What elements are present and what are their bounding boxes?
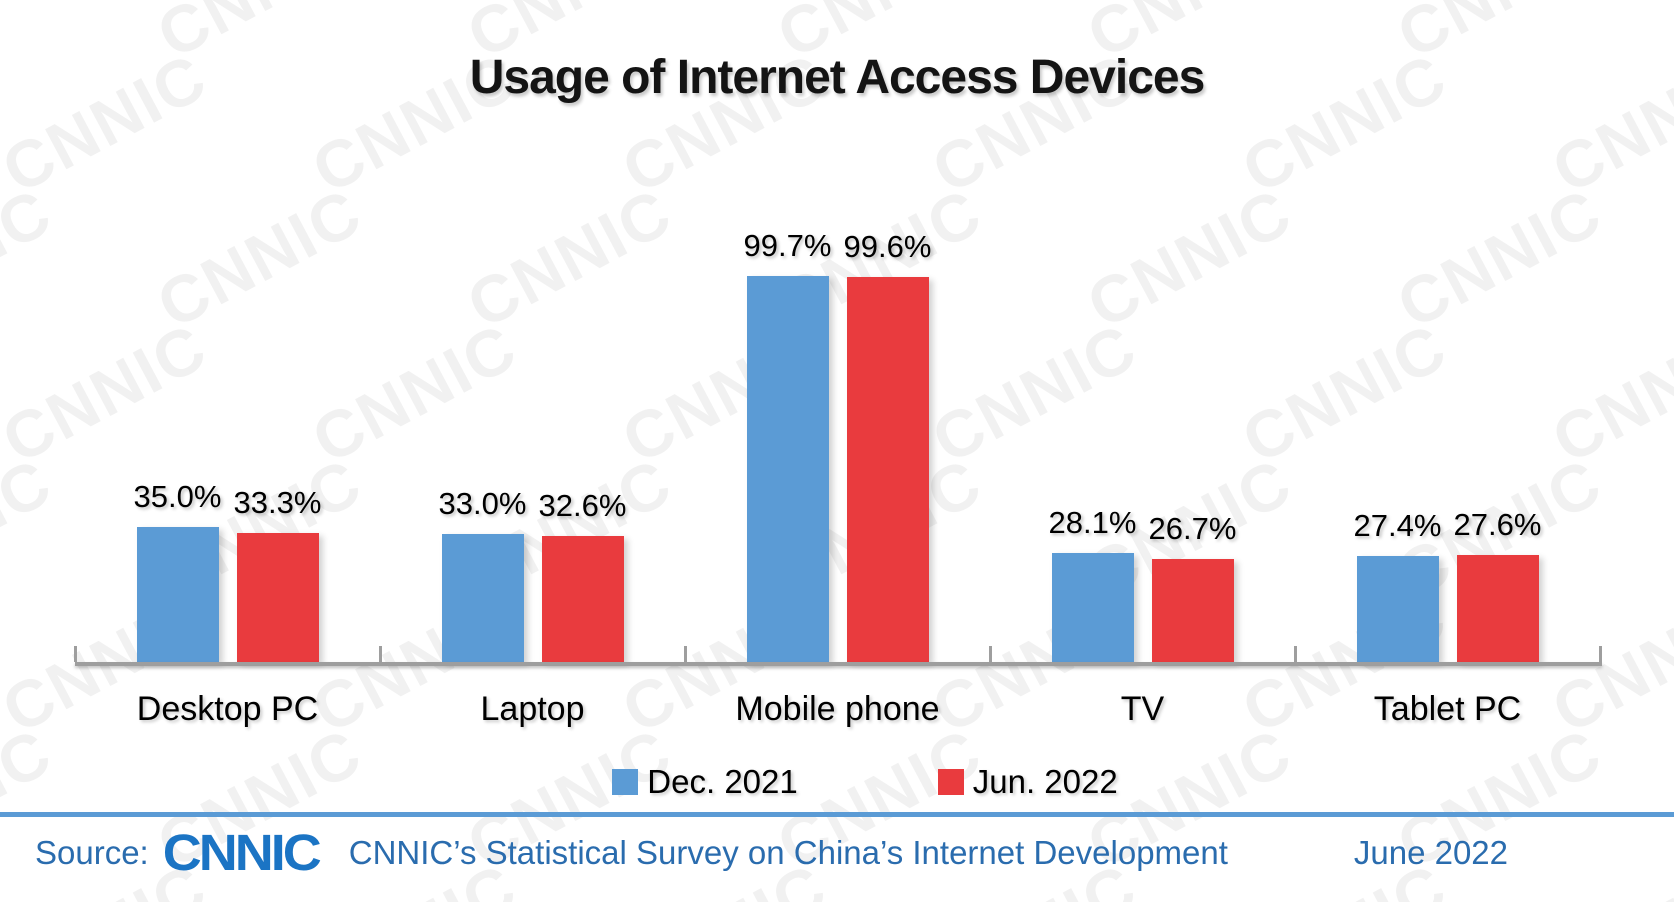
value-label-jun-2022-laptop: 32.6% — [538, 488, 627, 523]
bar-dec-2021-mobile-phone — [746, 276, 829, 662]
axis-tick — [379, 646, 382, 662]
footer: Source: CNNIC CNNIC’s Statistical Survey… — [0, 818, 1674, 888]
value-label-dec-2021-desktop-pc: 35.0% — [133, 479, 222, 514]
category-label-laptop: Laptop — [480, 690, 585, 728]
value-label-dec-2021-mobile-phone: 99.7% — [743, 228, 832, 263]
category-group-laptop: 33.0% 32.6% — [380, 275, 685, 662]
value-label-dec-2021-tablet-pc: 27.4% — [1353, 508, 1442, 543]
cnnic-logo: CNNIC — [162, 824, 322, 882]
cnnic-watermark: CNNIC — [0, 173, 64, 343]
bar-jun-2022-tv — [1151, 559, 1234, 662]
value-label-jun-2022-tv: 26.7% — [1148, 511, 1237, 546]
axis-tick — [74, 646, 77, 662]
x-axis-line — [75, 662, 1602, 666]
bar-jun-2022-tablet-pc — [1456, 555, 1539, 662]
x-axis-category-labels: Desktop PC Laptop Mobile phone TV Tablet PC — [75, 690, 1600, 736]
value-label-jun-2022-mobile-phone: 99.6% — [843, 229, 932, 264]
category-group-tv: 28.1% 26.7% — [990, 275, 1295, 662]
bar-chart-plot-area: 35.0% 33.3% 33.0% 32.6% 99.7% 99.6% 28.1% 26.7%… — [75, 228, 1600, 662]
value-label-dec-2021-laptop: 33.0% — [438, 486, 527, 521]
bar-dec-2021-desktop-pc — [136, 527, 219, 662]
footer-date: June 2022 — [1353, 834, 1508, 871]
chart-title: Usage of Internet Access Devices — [469, 51, 1206, 104]
axis-tick — [684, 646, 687, 662]
footer-divider — [0, 812, 1674, 817]
category-label-mobile-phone: Mobile phone — [735, 690, 940, 728]
bar-dec-2021-laptop — [441, 534, 524, 662]
bar-jun-2022-laptop — [541, 536, 624, 662]
category-group-tablet-pc: 27.4% 27.6% — [1295, 275, 1600, 662]
cnnic-watermark: CNNIC — [0, 443, 64, 613]
category-label-desktop-pc: Desktop PC — [136, 690, 319, 728]
value-label-dec-2021-tv: 28.1% — [1048, 505, 1137, 540]
value-label-jun-2022-tablet-pc: 27.6% — [1453, 507, 1542, 542]
bar-jun-2022-desktop-pc — [236, 533, 319, 662]
legend-swatch-jun-2022 — [937, 769, 964, 795]
bar-dec-2021-tv — [1051, 553, 1134, 662]
legend-label-dec-2021: Dec. 2021 — [647, 763, 798, 800]
axis-tick — [1599, 646, 1602, 662]
category-label-tablet-pc: Tablet PC — [1373, 690, 1522, 728]
axis-tick — [1294, 646, 1297, 662]
legend-item-jun-2022: Jun. 2022 — [937, 763, 1118, 801]
category-group-desktop-pc: 35.0% 33.3% — [75, 275, 380, 662]
axis-tick — [989, 646, 992, 662]
category-group-mobile-phone: 99.7% 99.6% — [685, 228, 990, 662]
category-label-tv: TV — [1120, 690, 1165, 728]
value-label-jun-2022-desktop-pc: 33.3% — [233, 485, 322, 520]
legend-item-dec-2021: Dec. 2021 — [612, 763, 798, 801]
legend-label-jun-2022: Jun. 2022 — [972, 763, 1118, 800]
bar-dec-2021-tablet-pc — [1356, 556, 1439, 662]
legend-swatch-dec-2021 — [612, 769, 639, 795]
source-label: Source: — [35, 834, 149, 871]
source-description: CNNIC’s Statistical Survey on China’s In… — [348, 834, 1228, 871]
bar-jun-2022-mobile-phone — [846, 277, 929, 662]
legend: Dec. 2021 Jun. 2022 — [28, 763, 1674, 801]
